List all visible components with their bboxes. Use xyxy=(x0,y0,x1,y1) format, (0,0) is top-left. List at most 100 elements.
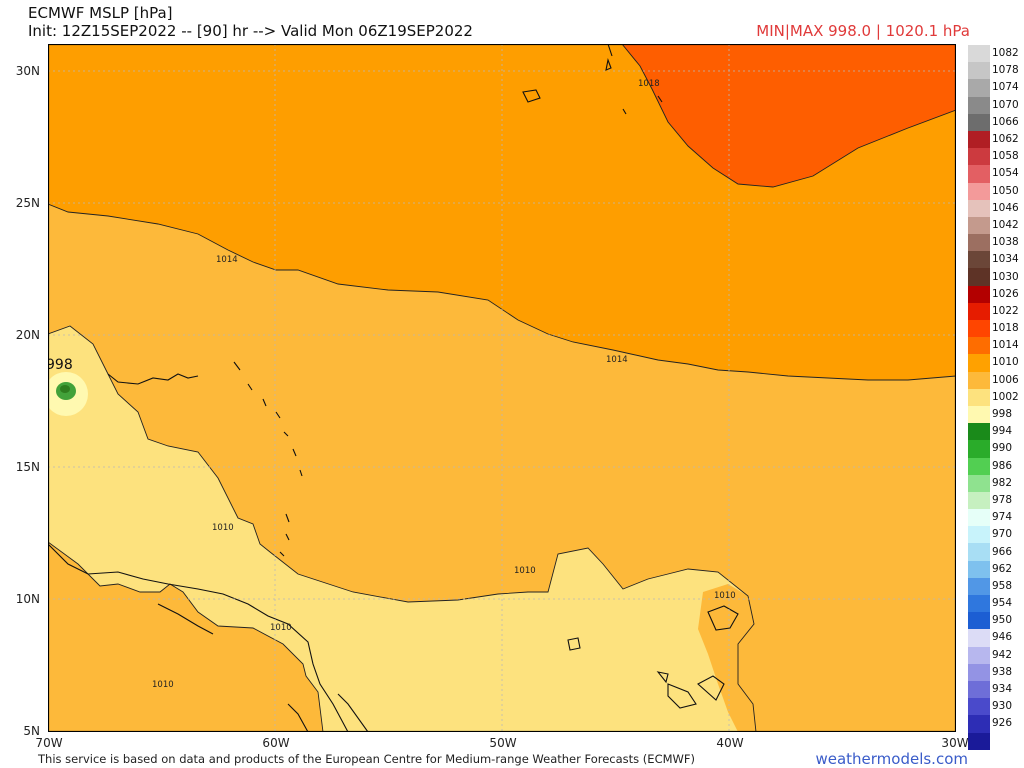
isobar-label-1018: 1018 xyxy=(638,79,660,89)
legend-item: 954 xyxy=(968,595,1020,613)
legend-item: 990 xyxy=(968,440,1020,458)
legend-label: 926 xyxy=(992,717,1013,730)
coastlines xyxy=(48,44,739,732)
legend-label: 1042 xyxy=(992,218,1019,231)
low-center-label: 998 xyxy=(48,357,73,373)
legend-item: 1030 xyxy=(968,268,1020,286)
fill-land-1010 xyxy=(48,542,323,732)
fill-994-low xyxy=(60,385,70,393)
legend-label: 994 xyxy=(992,425,1013,438)
min-max-readout: MIN|MAX 998.0 | 1020.1 hPa xyxy=(756,22,970,40)
legend-swatch xyxy=(968,96,990,114)
legend-label: 1014 xyxy=(992,339,1019,352)
map-border xyxy=(48,44,956,732)
legend-label: 1002 xyxy=(992,390,1019,403)
legend-label: 1034 xyxy=(992,253,1019,266)
isobar-label-1010-b: 1010 xyxy=(514,566,536,576)
isobar-label-1010-e: 1010 xyxy=(152,680,174,690)
legend-label: 974 xyxy=(992,511,1013,524)
legend-item: 1046 xyxy=(968,199,1020,217)
legend-item: 1070 xyxy=(968,96,1020,114)
legend-label: 1066 xyxy=(992,115,1019,128)
legend-label: 958 xyxy=(992,579,1013,592)
isobar-1010-land xyxy=(48,541,324,732)
pressure-colorbar: 1082 1078 1074 1070 1066 1062 1058 1054 1050 1046… xyxy=(968,45,1020,750)
lat-label-5n: 5N xyxy=(23,724,40,738)
legend-item: 938 xyxy=(968,663,1020,681)
legend-swatch xyxy=(968,113,990,131)
legend-swatch xyxy=(968,354,990,372)
legend-item: 1038 xyxy=(968,234,1020,252)
legend-swatch xyxy=(968,440,990,458)
legend-item: 1042 xyxy=(968,216,1020,235)
legend-swatch xyxy=(968,595,990,613)
legend-item: 1078 xyxy=(968,62,1020,80)
isobar-1018 xyxy=(621,44,956,188)
legend-swatch xyxy=(968,165,990,183)
legend-label: 1010 xyxy=(992,356,1019,369)
legend-swatch xyxy=(968,577,990,595)
legend-swatch xyxy=(968,663,990,681)
isobar-label-1014-west: 1014 xyxy=(216,255,238,265)
legend-item: 1074 xyxy=(968,79,1020,97)
legend-swatch xyxy=(968,130,990,149)
legend-label: 1030 xyxy=(992,270,1019,283)
legend-label: 950 xyxy=(992,614,1013,627)
legend-item: 1010 xyxy=(968,354,1020,372)
legend-item: 926 xyxy=(968,715,1020,733)
legend-swatch xyxy=(968,182,990,200)
legend-label: 1062 xyxy=(992,133,1019,146)
legend-swatch xyxy=(968,79,990,97)
legend-swatch xyxy=(968,646,990,664)
isobar-label-1010-d: 1010 xyxy=(270,623,292,633)
legend-swatch xyxy=(968,268,990,286)
legend-swatch xyxy=(968,302,990,320)
legend-label: 954 xyxy=(992,597,1013,610)
legend-swatch xyxy=(968,320,990,338)
legend-swatch xyxy=(968,526,990,544)
legend-item: 1014 xyxy=(968,337,1020,355)
legend-swatch xyxy=(968,405,990,424)
graticule xyxy=(48,44,956,732)
legend-item: 998 xyxy=(968,405,1020,424)
legend-swatch xyxy=(968,337,990,355)
lon-label-30w: 30W xyxy=(941,736,969,750)
legend-label: 1046 xyxy=(992,201,1019,214)
lat-label-25n: 25N xyxy=(15,196,40,210)
legend-swatch xyxy=(968,148,990,166)
legend-label: 982 xyxy=(992,476,1013,489)
isobar-label-1010-a: 1010 xyxy=(212,523,234,533)
fill-1018 xyxy=(622,44,956,187)
legend-swatch xyxy=(968,234,990,252)
legend-label: 986 xyxy=(992,459,1013,472)
legend-label: 1058 xyxy=(992,150,1019,163)
legend-label: 1074 xyxy=(992,81,1019,94)
init-valid-line: Init: 12Z15SEP2022 -- [90] hr --> Valid … xyxy=(28,22,473,40)
legend-label: 942 xyxy=(992,648,1013,661)
legend-label: 946 xyxy=(992,631,1013,644)
legend-item: 1054 xyxy=(968,165,1020,183)
fill-guiana-1010 xyxy=(698,584,760,732)
legend-swatch xyxy=(968,371,990,389)
isobar-label-1010-c: 1010 xyxy=(714,591,736,601)
brand-link[interactable]: weathermodels.com xyxy=(815,750,968,768)
legend-swatch xyxy=(968,62,990,80)
lat-label-15n: 15N xyxy=(15,460,40,474)
lat-label-10n: 10N xyxy=(15,592,40,606)
legend-label: 962 xyxy=(992,562,1013,575)
isobar-label-1014-east: 1014 xyxy=(606,355,628,365)
legend-item: 1022 xyxy=(968,302,1020,320)
ecmwf-credit: This service is based on data and produc… xyxy=(38,752,695,766)
legend-item: 1050 xyxy=(968,182,1020,200)
legend-item: 958 xyxy=(968,577,1020,595)
map-title: ECMWF MSLP [hPa] xyxy=(28,4,173,22)
legend-swatch xyxy=(968,698,990,716)
legend-swatch xyxy=(968,285,990,303)
legend-item: 946 xyxy=(968,629,1020,647)
legend-label: 930 xyxy=(992,700,1013,713)
legend-item: 970 xyxy=(968,526,1020,544)
legend-swatch xyxy=(968,45,990,63)
pressure-map: 1018 1014 1014 1010 1010 1010 1010 1010 … xyxy=(48,44,956,732)
lon-label-50w: 50W xyxy=(489,736,517,750)
legend-item: 978 xyxy=(968,491,1020,510)
